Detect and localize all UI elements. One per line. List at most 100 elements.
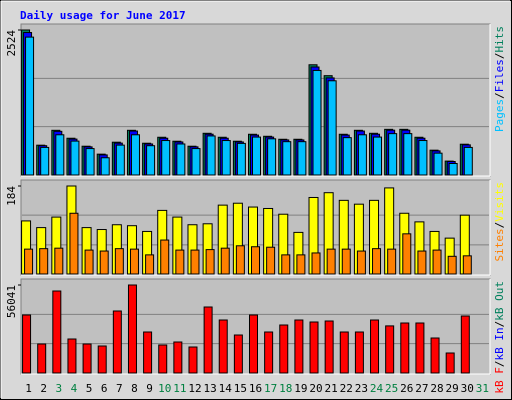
bar [279, 324, 289, 374]
bar [282, 141, 292, 176]
x-tick-label: 31 [476, 382, 489, 395]
bar [370, 319, 380, 374]
bar [82, 343, 92, 374]
bar [37, 343, 47, 374]
bar [40, 146, 50, 176]
bar [146, 145, 156, 176]
bar [100, 157, 110, 176]
bar [400, 322, 410, 374]
bar [24, 248, 34, 275]
bar [264, 331, 274, 374]
legend-separator: / [493, 321, 506, 328]
x-tick-label: 1 [25, 382, 32, 395]
bar [462, 255, 472, 275]
bar [176, 143, 186, 176]
bar [160, 239, 170, 275]
y-tick-label: 2524 [5, 30, 18, 57]
bar [52, 290, 62, 374]
bar [22, 314, 32, 374]
bar [387, 248, 397, 275]
x-tick-label: 26 [400, 382, 413, 395]
legend-entry: Pages [493, 99, 506, 132]
bar [447, 255, 457, 275]
x-tick-label: 29 [446, 382, 459, 395]
bar [115, 144, 125, 176]
bar [385, 325, 395, 374]
x-tick-label: 18 [279, 382, 292, 395]
bar [127, 284, 137, 374]
bar [203, 306, 213, 374]
bar [281, 254, 291, 275]
legend-entry: Visits [493, 182, 506, 222]
bar [312, 69, 322, 176]
bar [97, 345, 107, 374]
bar [294, 319, 304, 374]
bar [69, 212, 79, 275]
bar [67, 338, 77, 374]
x-tick-label: 6 [101, 382, 108, 395]
legend-entry: Sites [493, 228, 506, 261]
bar [112, 310, 122, 374]
bar [173, 341, 183, 374]
bar [205, 249, 215, 275]
bar [233, 334, 243, 374]
legend-separator: / [493, 92, 506, 99]
x-tick-label: 7 [116, 382, 123, 395]
bar [85, 148, 95, 176]
bar [161, 140, 171, 176]
bar [415, 322, 425, 374]
bar [267, 138, 277, 176]
bar [296, 254, 306, 275]
bar [55, 134, 65, 176]
x-tick-label: 16 [249, 382, 262, 395]
legend-entry: kB Out [493, 281, 506, 321]
bar [70, 140, 80, 176]
bar [190, 249, 200, 275]
bar [252, 136, 261, 176]
bar [403, 133, 413, 176]
bar [342, 137, 352, 176]
bar [460, 315, 470, 374]
x-tick-label: 10 [158, 382, 171, 395]
bar [114, 248, 124, 275]
bar [341, 248, 351, 275]
legend-entry: Files [493, 59, 506, 92]
bar [158, 344, 168, 374]
bar [175, 249, 185, 275]
bar [430, 337, 440, 374]
x-tick-label: 25 [385, 382, 398, 395]
bar [129, 248, 139, 275]
chart-title: Daily usage for June 2017 [20, 9, 186, 22]
x-tick-label: 8 [131, 382, 138, 395]
bar [448, 163, 458, 176]
bar [311, 252, 321, 275]
legend-separator: / [493, 222, 506, 229]
bar [326, 248, 336, 275]
bar [145, 254, 155, 275]
bar [356, 250, 366, 275]
x-tick-label: 21 [325, 382, 338, 395]
bar [388, 133, 398, 176]
bar [309, 321, 319, 374]
bar [220, 247, 230, 275]
x-tick-label: 19 [294, 382, 307, 395]
bar [249, 314, 258, 374]
x-tick-label: 27 [415, 382, 428, 395]
legend-entry: kB In [493, 327, 506, 360]
bar [463, 146, 473, 176]
x-tick-label: 4 [71, 382, 78, 395]
x-tick-label: 2 [40, 382, 47, 395]
bar [354, 331, 364, 374]
x-tick-label: 13 [203, 382, 216, 395]
bar [418, 140, 428, 176]
legend: kB F/kB In/kB Out [493, 281, 506, 394]
bar [433, 152, 443, 176]
legend-entry: kB F [493, 367, 506, 394]
bar [432, 249, 442, 275]
bar [417, 250, 427, 275]
bar [206, 135, 216, 176]
x-tick-label: 23 [355, 382, 368, 395]
bar [25, 36, 35, 176]
